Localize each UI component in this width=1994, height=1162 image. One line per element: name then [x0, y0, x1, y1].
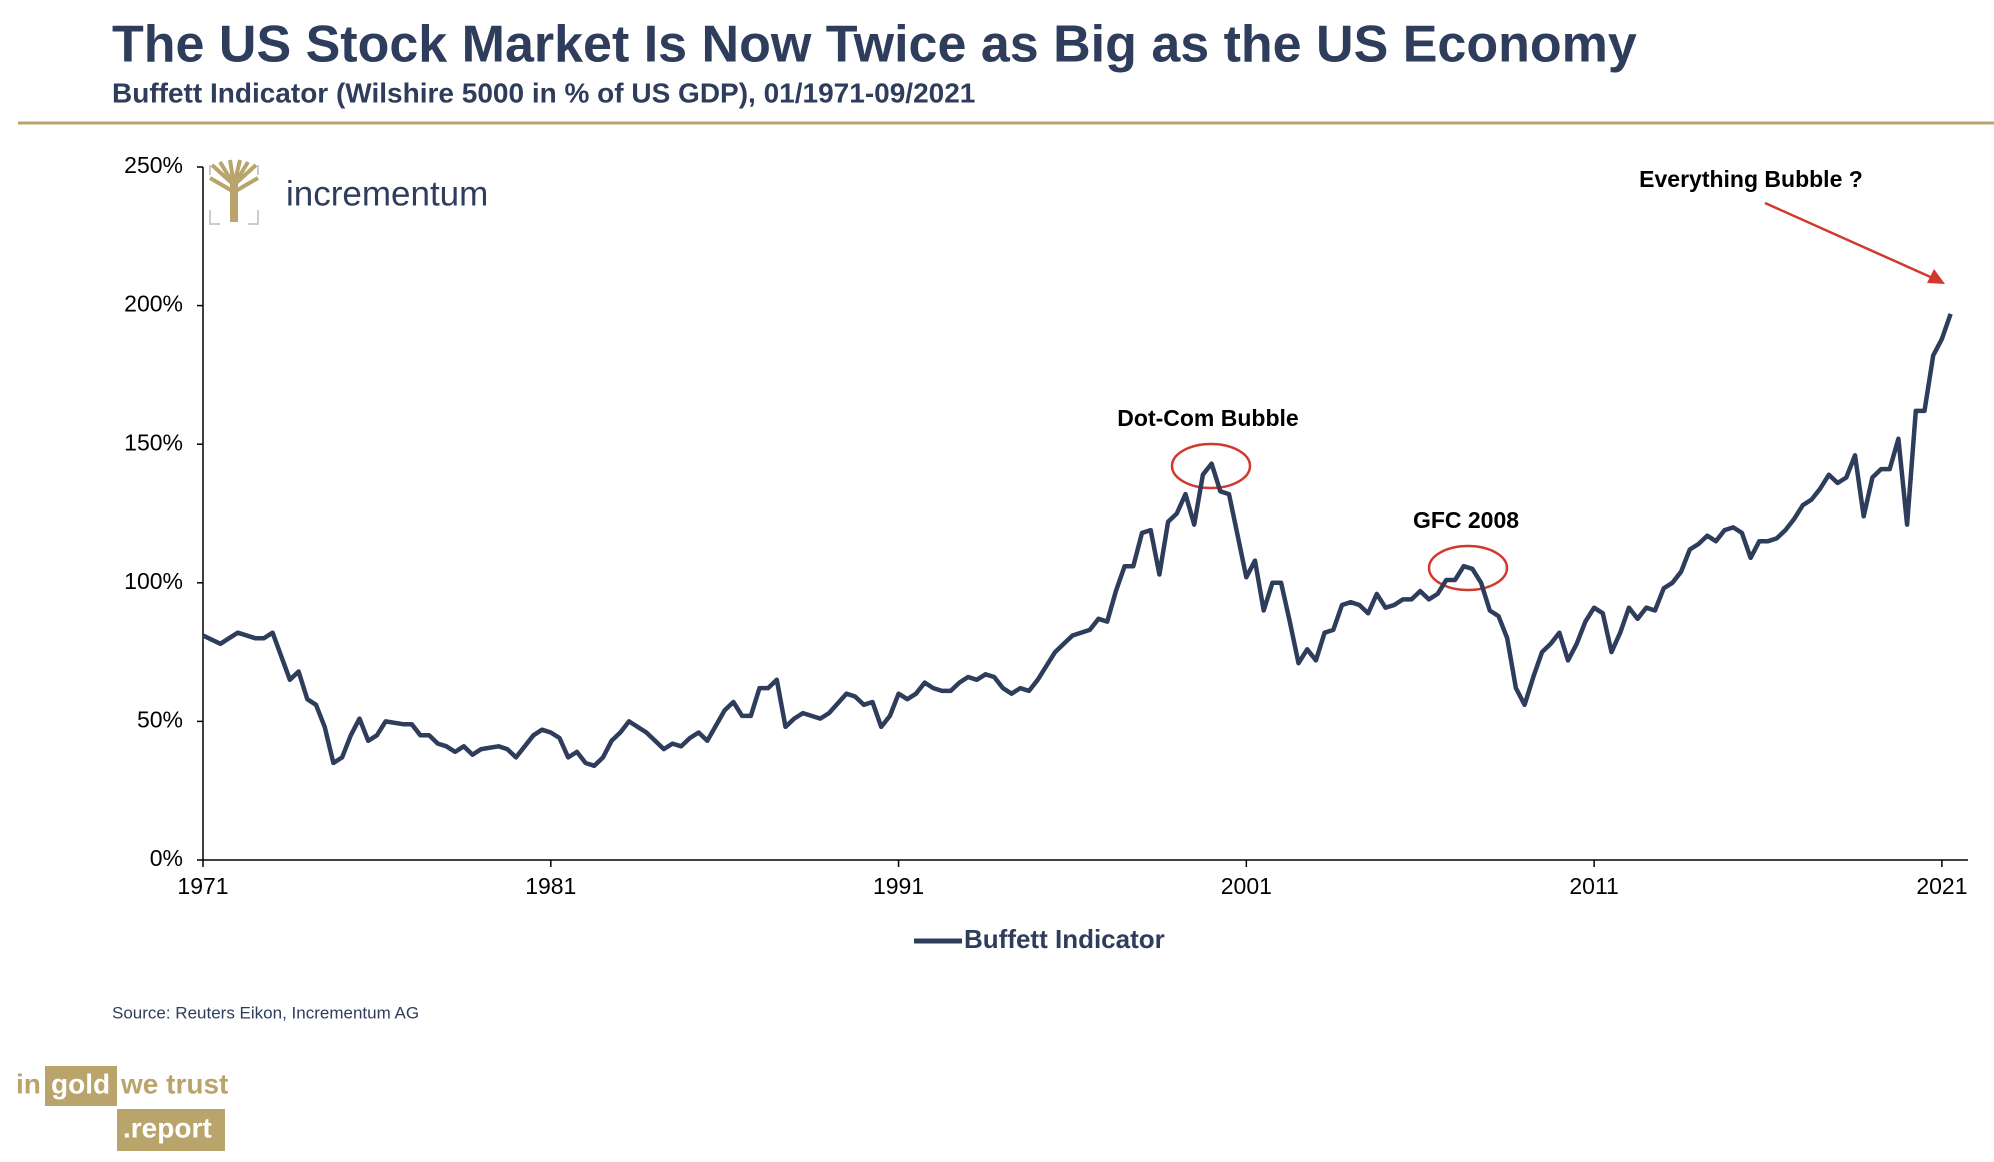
annotation: Dot-Com Bubble — [1117, 405, 1298, 431]
source: Source: Reuters Eikon, Incrementum AG — [112, 1003, 419, 1022]
annotation-arrow — [1764, 201, 1936, 281]
logo-icon — [208, 159, 260, 225]
logo-text: incrementum — [286, 174, 488, 213]
legend-label: Buffett Indicator — [964, 924, 1165, 954]
chart-subtitle: Buffett Indicator (Wilshire 5000 in % of… — [112, 77, 975, 108]
data-line — [202, 313, 1953, 769]
y-tick-label: 100% — [124, 568, 183, 594]
x-tick-label: 1991 — [873, 873, 924, 899]
y-tick-label: 150% — [124, 429, 183, 455]
footer-box — [45, 1066, 117, 1106]
annotation: Everything Bubble ? — [1639, 166, 1863, 192]
footer-logo: we trust — [120, 1068, 228, 1099]
y-tick-label: 250% — [124, 152, 183, 178]
footer-box — [117, 1109, 225, 1151]
x-tick-label: 1981 — [525, 873, 576, 899]
y-tick-label: 0% — [150, 845, 183, 871]
y-tick-label: 200% — [124, 291, 183, 317]
footer-logo: in — [16, 1068, 41, 1099]
x-tick-label: 2021 — [1916, 873, 1967, 899]
footer-logo: .report — [123, 1112, 212, 1143]
footer-logo: gold — [51, 1068, 110, 1099]
annotation-circle — [1427, 544, 1509, 592]
arrow-head — [1927, 269, 1945, 284]
chart-title: The US Stock Market Is Now Twice as Big … — [112, 16, 1637, 74]
annotation-circle — [1170, 442, 1252, 490]
annotation: GFC 2008 — [1413, 507, 1519, 533]
x-tick-label: 2011 — [1569, 873, 1618, 899]
y-tick-label: 50% — [137, 706, 183, 732]
x-tick-label: 2001 — [1221, 873, 1272, 899]
x-tick-label: 1971 — [177, 873, 228, 899]
